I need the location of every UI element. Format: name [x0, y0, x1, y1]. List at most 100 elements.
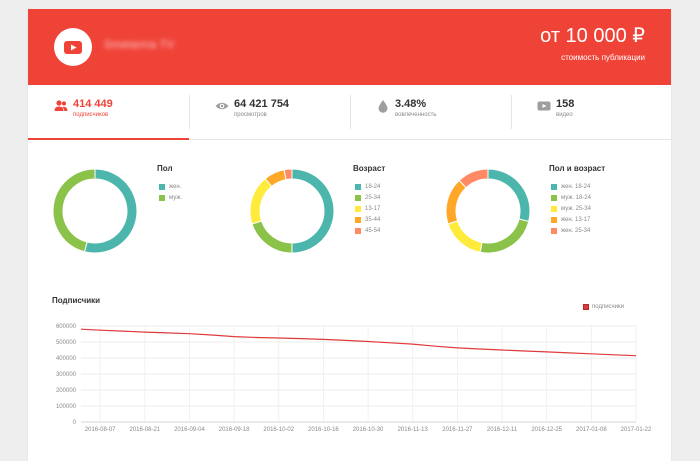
- y-tick-label: 200000: [56, 388, 77, 394]
- channel-header: Smetanna TV от 10 000 ₽ стоимость публик…: [28, 9, 671, 85]
- legend-swatch: [551, 216, 557, 223]
- donut-slice[interactable]: [291, 168, 335, 254]
- legend-swatch: [355, 205, 361, 212]
- channel-name[interactable]: Smetanna TV: [104, 39, 175, 51]
- x-tick-label: 2016-08-21: [129, 427, 160, 433]
- age-donut-chart: [249, 168, 335, 254]
- legend-item[interactable]: муж. 25-34: [551, 203, 591, 214]
- youtube-icon: [64, 40, 82, 54]
- donut-slice[interactable]: [447, 220, 483, 253]
- donut-slice[interactable]: [487, 168, 531, 223]
- legend-label: 25-34: [365, 194, 381, 201]
- subscribers-line-chart: 0 100000 200000 300000 400000 500000 600000 201…: [56, 324, 652, 433]
- stat-caption: просмотров: [234, 112, 267, 118]
- legend-label: жен.: [169, 183, 182, 190]
- legend-swatch: [159, 183, 165, 190]
- drop-icon: [378, 100, 388, 113]
- gender-chart-title: Пол: [157, 164, 173, 173]
- donut-slice[interactable]: [251, 220, 293, 254]
- stat-value: 64 421 754: [234, 98, 290, 110]
- legend-item[interactable]: жен. 18-24: [551, 181, 591, 192]
- x-tick-label: 2016-09-04: [174, 427, 205, 433]
- legend-swatch: [355, 194, 361, 201]
- legend-label: жен. 13-17: [561, 216, 591, 223]
- stat-engagement[interactable]: 3.48% вовлеченность: [350, 85, 511, 140]
- x-tick-label: 2017-01-22: [621, 427, 652, 433]
- gender-age-legend: жен. 18-24 муж. 18-24 муж. 25-34 жен. 13…: [551, 181, 591, 236]
- legend-label: муж. 25-34: [561, 205, 591, 212]
- legend-item[interactable]: жен.: [159, 181, 182, 192]
- legend-label: 18-24: [365, 183, 381, 190]
- legend-label: 45-54: [365, 227, 381, 234]
- gender-age-chart-title: Пол и возраст: [549, 164, 606, 173]
- age-legend: 18-24 25-34 13-17 35-44 45-54: [355, 181, 380, 236]
- y-tick-label: 600000: [56, 324, 77, 330]
- legend-swatch: [551, 194, 557, 201]
- subscribers-series-line[interactable]: [80, 328, 637, 357]
- legend-swatch: [355, 227, 361, 234]
- legend-item[interactable]: 25-34: [355, 192, 380, 203]
- y-tick-label: 100000: [56, 404, 77, 410]
- x-tick-label: 2016-10-30: [353, 427, 384, 433]
- legend-swatch: [551, 227, 557, 234]
- subscribers-chart-title: Подписчики: [52, 296, 101, 305]
- gender-legend: жен. муж.: [159, 181, 182, 203]
- legend-label: 35-44: [365, 216, 381, 223]
- y-tick-label: 0: [73, 420, 77, 426]
- legend-item[interactable]: муж. 18-24: [551, 192, 591, 203]
- channel-card: Smetanna TV от 10 000 ₽ стоимость публик…: [28, 9, 671, 461]
- legend-label: подписчики: [592, 304, 624, 310]
- donut-slice[interactable]: [83, 168, 138, 254]
- eye-icon: [215, 102, 229, 110]
- legend-item[interactable]: 35-44: [355, 214, 380, 225]
- donut-slice[interactable]: [283, 168, 293, 181]
- donut-slice[interactable]: [458, 168, 489, 189]
- people-icon: [54, 100, 68, 111]
- legend-swatch: [583, 304, 589, 310]
- x-tick-label: 2016-08-07: [85, 427, 116, 433]
- publication-price-caption: стоимость публикации: [561, 53, 645, 62]
- donut-slice[interactable]: [249, 177, 273, 225]
- video-icon: [537, 101, 551, 111]
- legend-swatch: [159, 194, 165, 201]
- legend-label: жен. 18-24: [561, 183, 591, 190]
- legend-item[interactable]: муж.: [159, 192, 182, 203]
- legend-item[interactable]: жен. 13-17: [551, 214, 591, 225]
- youtube-logo[interactable]: [54, 28, 92, 66]
- publication-price: от 10 000 ₽: [540, 25, 645, 47]
- stat-videos[interactable]: 158 видео: [511, 85, 671, 140]
- legend-item[interactable]: 45-54: [355, 225, 380, 236]
- legend-label: муж. 18-24: [561, 194, 591, 201]
- legend-swatch: [551, 183, 557, 190]
- gender-age-donut-chart: [445, 168, 531, 254]
- legend-swatch: [551, 205, 557, 212]
- stat-caption: вовлеченность: [395, 112, 437, 118]
- subscribers-chart-legend[interactable]: подписчики: [583, 304, 624, 310]
- y-tick-label: 400000: [56, 356, 77, 362]
- legend-label: 13-17: [365, 205, 381, 212]
- age-chart-title: Возраст: [353, 164, 386, 173]
- stats-bar: 414 449 подписчиков 64 421 754 просмотро…: [28, 85, 671, 140]
- gender-donut-chart: [52, 168, 138, 254]
- x-tick-label: 2016-09-18: [219, 427, 250, 433]
- stat-subscribers[interactable]: 414 449 подписчиков: [28, 85, 189, 140]
- x-tick-label: 2016-11-13: [398, 427, 429, 433]
- y-tick-label: 500000: [56, 340, 77, 346]
- donut-slice[interactable]: [52, 168, 96, 253]
- stat-value: 3.48%: [395, 98, 427, 110]
- legend-item[interactable]: 13-17: [355, 203, 380, 214]
- divider: [511, 95, 512, 129]
- legend-item[interactable]: 18-24: [355, 181, 380, 192]
- divider: [189, 95, 190, 129]
- x-tick-label: 2016-12-11: [487, 427, 518, 433]
- stat-views[interactable]: 64 421 754 просмотров: [189, 85, 350, 140]
- donut-slice[interactable]: [445, 179, 467, 225]
- stat-value: 414 449: [73, 98, 113, 110]
- legend-swatch: [355, 183, 361, 190]
- legend-swatch: [355, 216, 361, 223]
- stat-caption: подписчиков: [73, 112, 109, 118]
- x-tick-label: 2017-01-08: [576, 427, 607, 433]
- legend-item[interactable]: жен. 25-34: [551, 225, 591, 236]
- legend-label: муж.: [169, 194, 182, 201]
- donut-slice[interactable]: [479, 218, 530, 254]
